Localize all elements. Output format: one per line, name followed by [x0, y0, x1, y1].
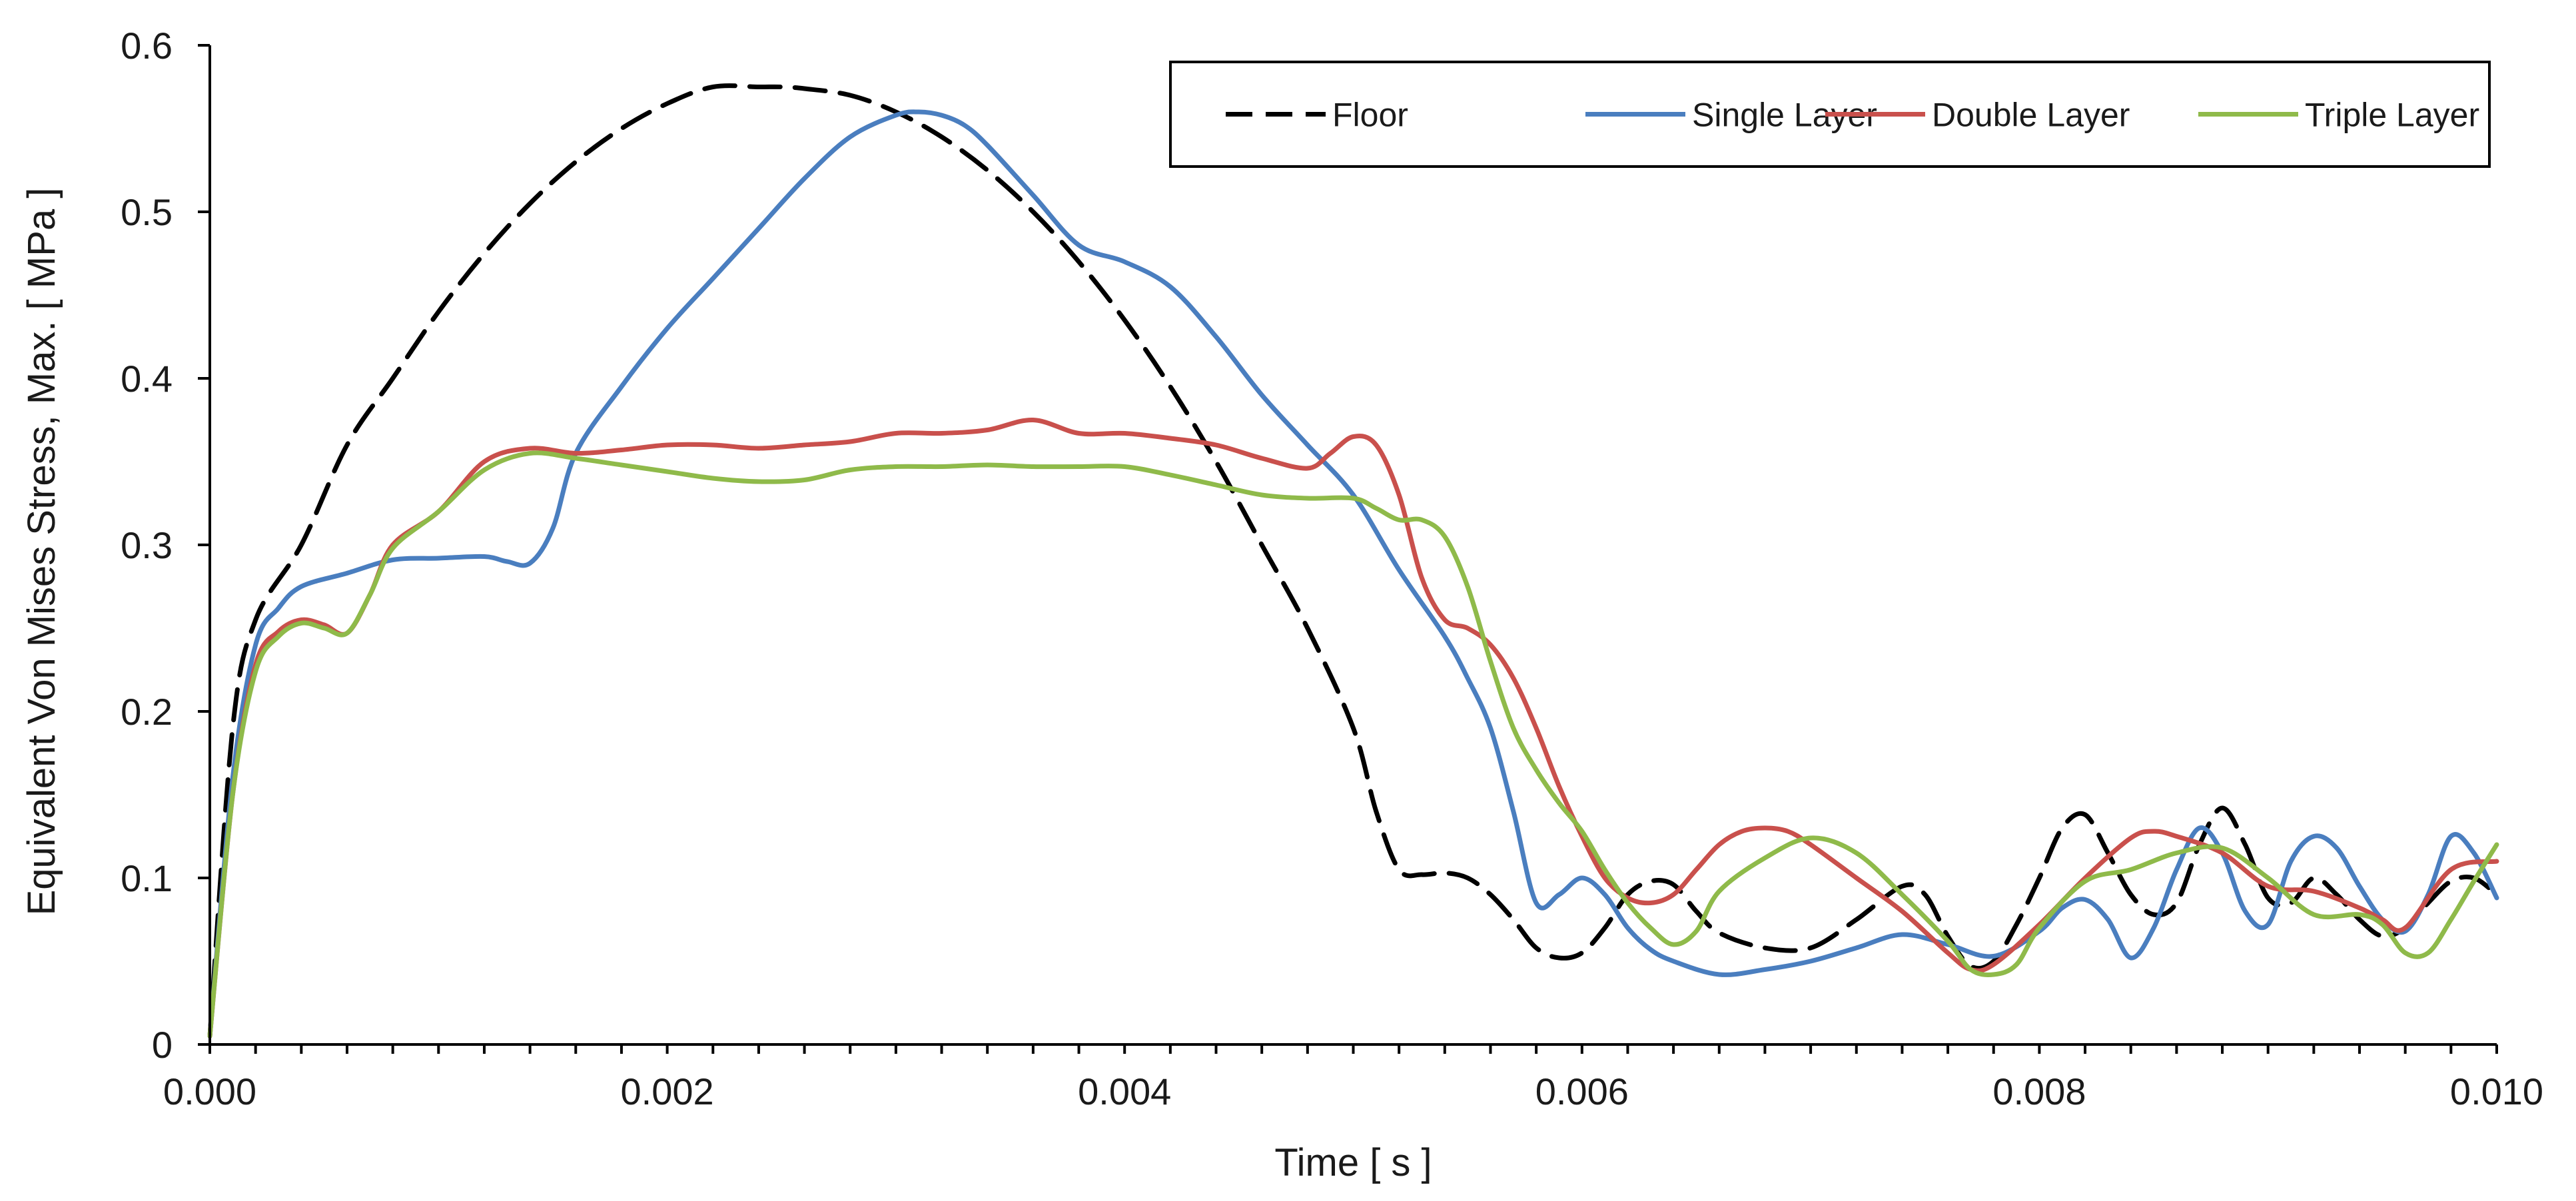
legend-item-triple-layer: Triple Layer — [2198, 97, 2479, 134]
series-line-triple-layer — [207, 450, 2499, 1038]
y-axis-title: Equivalent Von Mises Stress, Max. [ MPa … — [20, 188, 63, 916]
y-tick-label: 0.2 — [121, 691, 173, 733]
x-tick-label: 0.000 — [163, 1070, 256, 1112]
y-tick-label: 0 — [152, 1024, 173, 1066]
y-tick-label: 0.4 — [121, 358, 173, 400]
x-tick-label: 0.002 — [621, 1070, 714, 1112]
y-axis-ticks: 0 0.1 0.2 0.3 0.4 0.5 0.6 — [121, 25, 210, 1066]
x-axis-ticks: 0.000 0.002 0.004 0.006 0.008 0.010 — [163, 1044, 2543, 1112]
series-line-single-layer — [207, 109, 2499, 1038]
series-line-floor — [207, 83, 2499, 1038]
y-tick-label: 0.5 — [121, 191, 173, 233]
legend: Floor Single Layer Double Layer Triple Laye… — [1169, 61, 2491, 168]
x-tick-label: 0.010 — [2450, 1070, 2543, 1112]
plot-area: 0 0.1 0.2 0.3 0.4 0.5 0.6 0.000 0.002 0.004 0.006… — [121, 25, 2543, 1112]
legend-item-floor: Floor — [1226, 97, 1408, 134]
x-tick-label: 0.004 — [1078, 1070, 1171, 1112]
y-tick-label: 0.6 — [121, 25, 173, 67]
legend-item-double-layer: Double Layer — [1825, 97, 2130, 134]
y-tick-label: 0.3 — [121, 524, 173, 566]
y-tick-label: 0.1 — [121, 857, 173, 899]
legend-items: Floor Single Layer Double Layer Triple Laye… — [1226, 97, 2479, 134]
series-layer — [207, 83, 2499, 1038]
x-tick-label: 0.008 — [1992, 1070, 2086, 1112]
legend-label: Floor — [1332, 97, 1408, 134]
legend-label: Double Layer — [1932, 97, 2130, 134]
legend-label: Triple Layer — [2305, 97, 2479, 134]
x-tick-label: 0.006 — [1535, 1070, 1629, 1112]
x-axis-title: Time [ s ] — [1274, 1141, 1432, 1184]
